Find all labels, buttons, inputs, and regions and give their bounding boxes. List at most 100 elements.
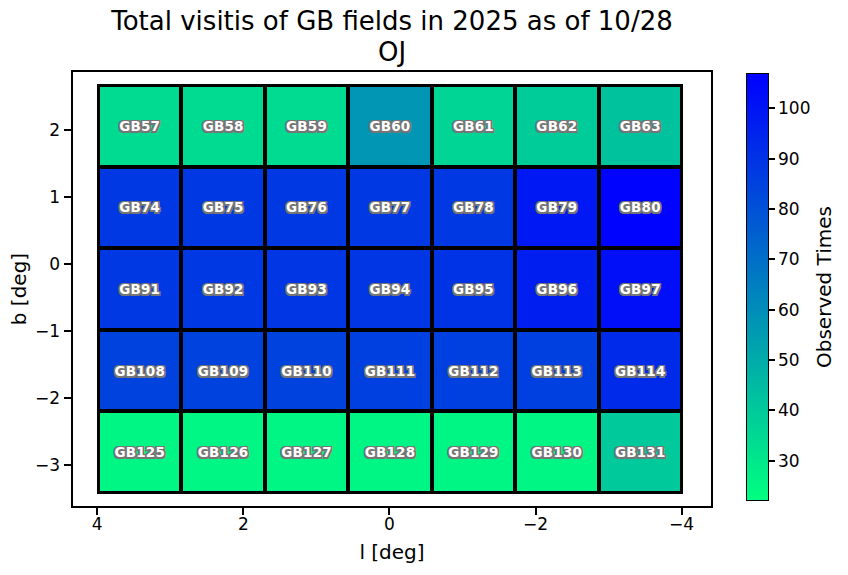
y-tick-label: −3	[0, 455, 60, 475]
cell-label: GB114	[615, 363, 666, 379]
cell-label: GB59	[286, 118, 327, 134]
cell-label: GB128	[365, 444, 416, 460]
y-tick-mark	[64, 129, 71, 131]
colorbar-tick-mark	[769, 258, 775, 260]
cell-label: GB77	[370, 199, 411, 215]
x-tick-label: 4	[92, 514, 103, 534]
heatmap-cell-GB129: GB129	[432, 411, 515, 493]
cell-label: GB62	[536, 118, 577, 134]
cell-label: GB75	[203, 199, 244, 215]
cell-label: GB60	[370, 118, 411, 134]
cell-label: GB109	[198, 363, 249, 379]
heatmap-cell-GB57: GB57	[98, 85, 181, 167]
cell-label: GB125	[114, 444, 165, 460]
y-tick-mark	[64, 330, 71, 332]
heatmap-cell-GB58: GB58	[181, 85, 264, 167]
colorbar-tick-label: 50	[778, 350, 800, 370]
colorbar-tick-label: 30	[778, 451, 800, 471]
cell-label: GB113	[532, 363, 583, 379]
heatmap-cell-GB61: GB61	[432, 85, 515, 167]
colorbar-tick-mark	[769, 107, 775, 109]
colorbar-tick-mark	[769, 208, 775, 210]
x-tick-label: −2	[523, 514, 548, 534]
chart-title-line2: OJ	[71, 37, 713, 68]
heatmap-cell-GB130: GB130	[515, 411, 598, 493]
x-tick-label: 0	[384, 514, 395, 534]
cell-label: GB130	[532, 444, 583, 460]
cell-label: GB80	[620, 199, 661, 215]
heatmap-cell-GB96: GB96	[515, 248, 598, 330]
heatmap-cell-GB112: GB112	[432, 330, 515, 412]
colorbar-tick-label: 80	[778, 199, 800, 219]
y-tick-label: 0	[0, 254, 60, 274]
heatmap-cell-GB95: GB95	[432, 248, 515, 330]
cell-label: GB58	[203, 118, 244, 134]
cell-label: GB93	[286, 281, 327, 297]
heatmap-cell-GB111: GB111	[348, 330, 431, 412]
cell-label: GB127	[281, 444, 332, 460]
colorbar-tick-label: 40	[778, 400, 800, 420]
cell-label: GB112	[448, 363, 499, 379]
chart-title: Total visitis of GB fields in 2025 as of…	[71, 6, 713, 67]
cell-label: GB94	[370, 281, 411, 297]
cell-label: GB91	[119, 281, 160, 297]
heatmap-cell-GB94: GB94	[348, 248, 431, 330]
heatmap-cell-GB60: GB60	[348, 85, 431, 167]
cell-label: GB97	[620, 281, 661, 297]
heatmap-cell-GB93: GB93	[265, 248, 348, 330]
figure: Total visitis of GB fields in 2025 as of…	[0, 0, 848, 575]
cell-label: GB76	[286, 199, 327, 215]
cell-label: GB61	[453, 118, 494, 134]
y-axis-label: b [deg]	[7, 189, 33, 389]
heatmap-cell-GB108: GB108	[98, 330, 181, 412]
cell-label: GB79	[536, 199, 577, 215]
colorbar-label: Observed Times	[812, 187, 836, 387]
cell-label: GB111	[365, 363, 416, 379]
colorbar-tick-mark	[769, 158, 775, 160]
heatmap-cell-GB114: GB114	[599, 330, 682, 412]
cell-label: GB96	[536, 281, 577, 297]
y-tick-mark	[64, 263, 71, 265]
cell-label: GB126	[198, 444, 249, 460]
y-tick-label: 2	[0, 120, 60, 140]
x-axis-label: l [deg]	[71, 540, 713, 564]
colorbar-tick-mark	[769, 309, 775, 311]
colorbar-tick-mark	[769, 359, 775, 361]
heatmap-cell-GB75: GB75	[181, 167, 264, 249]
heatmap-cell-GB113: GB113	[515, 330, 598, 412]
cell-label: GB110	[281, 363, 332, 379]
chart-title-line1: Total visitis of GB fields in 2025 as of…	[71, 6, 713, 37]
cell-label: GB63	[620, 118, 661, 134]
y-tick-mark	[64, 397, 71, 399]
colorbar	[746, 73, 769, 501]
colorbar-tick-label: 90	[778, 149, 800, 169]
colorbar-tick-mark	[769, 409, 775, 411]
heatmap-cell-GB97: GB97	[599, 248, 682, 330]
colorbar-tick-label: 70	[778, 249, 800, 269]
heatmap-cell-GB80: GB80	[599, 167, 682, 249]
heatmap-cell-GB77: GB77	[348, 167, 431, 249]
heatmap-cell-GB110: GB110	[265, 330, 348, 412]
y-tick-label: −1	[0, 321, 60, 341]
cell-label: GB57	[119, 118, 160, 134]
y-tick-label: −2	[0, 388, 60, 408]
heatmap-cell-GB109: GB109	[181, 330, 264, 412]
cell-label: GB78	[453, 199, 494, 215]
heatmap-cell-GB92: GB92	[181, 248, 264, 330]
heatmap-cell-GB128: GB128	[348, 411, 431, 493]
heatmap-cell-GB79: GB79	[515, 167, 598, 249]
y-tick-mark	[64, 464, 71, 466]
cell-label: GB131	[615, 444, 666, 460]
heatmap-cell-GB76: GB76	[265, 167, 348, 249]
cell-label: GB95	[453, 281, 494, 297]
x-tick-label: −4	[669, 514, 694, 534]
heatmap-cell-GB62: GB62	[515, 85, 598, 167]
cell-label: GB129	[448, 444, 499, 460]
cell-label: GB74	[119, 199, 160, 215]
heatmap-cell-GB126: GB126	[181, 411, 264, 493]
heatmap-grid: GB57 GB58 GB59 GB60 GB61 GB62 GB63 GB74 GB75 GB76…	[97, 84, 683, 494]
heatmap-cell-GB59: GB59	[265, 85, 348, 167]
heatmap-cell-GB63: GB63	[599, 85, 682, 167]
y-tick-label: 1	[0, 187, 60, 207]
heatmap-cell-GB74: GB74	[98, 167, 181, 249]
